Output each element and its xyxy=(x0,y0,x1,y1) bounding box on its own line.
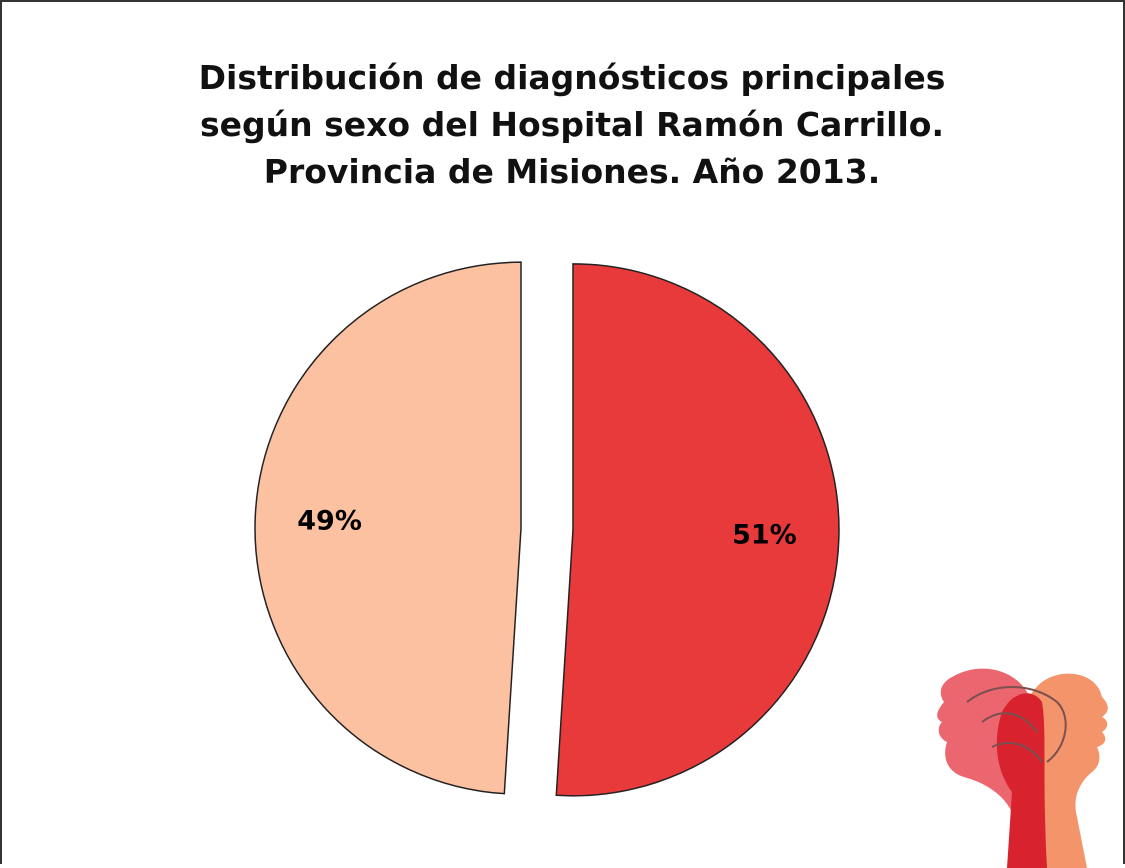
pie: 51% 49% xyxy=(255,262,839,796)
pie-slice xyxy=(255,262,521,793)
page-frame: Distribución de diagnósticos principales… xyxy=(0,0,1125,864)
chart: 51% 49% xyxy=(2,2,1125,868)
value-label: 49% xyxy=(297,506,362,537)
value-label: 51% xyxy=(732,519,797,550)
decorative-heads xyxy=(914,650,1112,868)
